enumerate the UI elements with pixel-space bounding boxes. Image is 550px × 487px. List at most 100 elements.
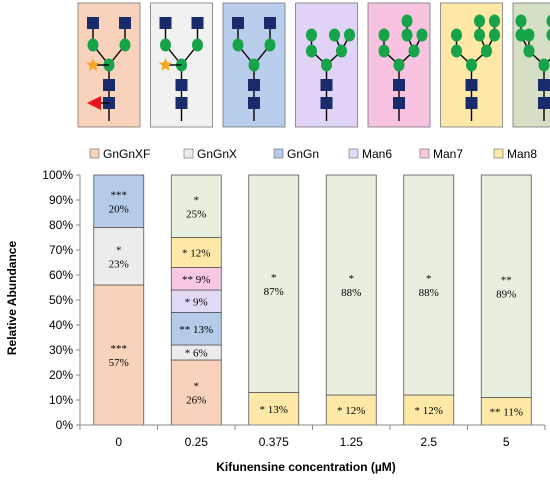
bar-segment-man9-4 bbox=[403, 174, 455, 396]
segment-percent-label: 25% bbox=[186, 208, 206, 220]
x-tick-label: 0 bbox=[115, 435, 122, 449]
segment-label: * 12% bbox=[337, 405, 365, 417]
glcnac-icon bbox=[191, 17, 204, 29]
segment-percent-label: 13% bbox=[190, 324, 213, 336]
segment-significance-label: *** bbox=[111, 189, 128, 201]
mannose-icon bbox=[451, 28, 462, 42]
bar-segment-gngnxf-0 bbox=[93, 284, 145, 426]
glcnac-icon bbox=[103, 79, 115, 91]
mannose-icon bbox=[401, 28, 413, 42]
segment-percent-label: 23% bbox=[109, 258, 129, 270]
mannose-icon bbox=[344, 28, 355, 42]
bar-segment-man8-2 bbox=[248, 392, 300, 426]
mannose-icon bbox=[481, 44, 492, 58]
segment-percent-label: 11% bbox=[500, 406, 523, 418]
x-tick-label: 0.25 bbox=[185, 435, 209, 449]
glcnac-icon bbox=[175, 97, 188, 109]
y-tick-label: 40% bbox=[49, 318, 73, 332]
segment-percent-label: 89% bbox=[496, 288, 516, 300]
x-tick-label: 2.5 bbox=[420, 435, 437, 449]
segment-percent-label: 12% bbox=[188, 248, 211, 260]
segment-percent-label: 88% bbox=[341, 287, 361, 299]
mannose-icon bbox=[546, 14, 550, 28]
segment-percent-label: 26% bbox=[186, 395, 206, 407]
bar-segment-man9-3 bbox=[325, 174, 377, 396]
segment-significance-label: * bbox=[271, 272, 277, 284]
glcnac-icon bbox=[159, 17, 172, 29]
segment-significance-label: * bbox=[194, 194, 200, 206]
y-tick-label: 80% bbox=[49, 218, 73, 232]
bar-segment-man9-5 bbox=[480, 174, 532, 398]
y-tick-label: 0% bbox=[56, 418, 74, 432]
mannose-icon bbox=[416, 28, 428, 42]
mannose-icon bbox=[466, 58, 477, 72]
mannose-icon bbox=[160, 38, 171, 52]
glcnac-icon bbox=[264, 17, 276, 29]
legend-swatch-gngn bbox=[273, 148, 284, 159]
y-tick-label: 60% bbox=[49, 268, 73, 282]
bar-segment-man9-2 bbox=[248, 174, 300, 393]
bar-segment-man8-3 bbox=[325, 394, 377, 426]
segment-label: * 12% bbox=[182, 248, 210, 260]
mannose-icon bbox=[523, 44, 535, 58]
mannose-icon bbox=[489, 28, 500, 42]
segment-significance-label: ** bbox=[489, 406, 500, 418]
mannose-icon bbox=[523, 28, 535, 42]
mannose-icon bbox=[248, 58, 260, 72]
segment-significance-label: * bbox=[337, 405, 343, 417]
legend-label-man8: Man8 bbox=[507, 147, 537, 161]
glycan-panel-man6 bbox=[295, 2, 358, 128]
segment-significance-label: * bbox=[182, 248, 188, 260]
mannose-icon bbox=[451, 44, 462, 58]
y-tick-label: 100% bbox=[42, 168, 73, 182]
glcnac-icon bbox=[393, 97, 405, 109]
glcnac-icon bbox=[119, 17, 131, 29]
glcnac-icon bbox=[538, 97, 550, 109]
segment-label: * 9% bbox=[185, 296, 208, 308]
legend-label-gngnxf: GnGnXF bbox=[103, 147, 150, 161]
y-tick-label: 30% bbox=[49, 343, 73, 357]
mannose-icon bbox=[232, 38, 244, 52]
legend-label-gngn: GnGn bbox=[287, 147, 319, 161]
mannose-icon bbox=[378, 44, 390, 58]
segment-percent-label: 9% bbox=[190, 296, 207, 308]
chart-legend: GnGnXFGnGnXGnGnMan6Man7Man8Man9 bbox=[89, 147, 537, 161]
segment-label: * 13% bbox=[260, 404, 288, 416]
mannose-icon bbox=[408, 44, 420, 58]
y-tick-label: 50% bbox=[49, 293, 73, 307]
segment-significance-label: * bbox=[415, 405, 421, 417]
stacked-bar-plot: ***57%*23%***20%*26%* 6%** 13%* 9%** 9%*… bbox=[93, 174, 532, 426]
glcnac-icon bbox=[393, 79, 405, 91]
glycan-panel-man8 bbox=[440, 2, 503, 128]
segment-label: * 6% bbox=[185, 348, 208, 360]
legend-swatch-man6 bbox=[348, 148, 359, 159]
segment-percent-label: 20% bbox=[109, 203, 129, 215]
glycan-panel-gngnx bbox=[150, 2, 213, 128]
x-tick-label: 5 bbox=[503, 435, 510, 449]
xylose-icon bbox=[86, 58, 100, 71]
mannose-icon bbox=[474, 14, 485, 28]
x-axis-title: Kifunensine concentration (µM) bbox=[216, 460, 396, 474]
bar-segment-gngn-0 bbox=[93, 174, 145, 228]
fucose-icon bbox=[87, 96, 101, 110]
segment-label: * 12% bbox=[415, 405, 443, 417]
segment-significance-label: * bbox=[194, 381, 200, 393]
y-tick-label: 10% bbox=[49, 393, 73, 407]
bar-segment-man9-1 bbox=[170, 174, 222, 238]
segment-label: ** 13% bbox=[179, 324, 213, 336]
glycan-panel-man9 bbox=[512, 2, 550, 128]
mannose-icon bbox=[321, 58, 332, 72]
segment-percent-label: 13% bbox=[265, 404, 288, 416]
glycan-panel-man7 bbox=[367, 2, 431, 128]
mannose-icon bbox=[192, 38, 203, 52]
legend-label-man7: Man7 bbox=[433, 147, 463, 161]
chart-axes: 0 0.25 0.375 1.25 2.5 50%10%20%30%40%50%60%70… bbox=[42, 168, 546, 449]
x-tick-label: 0.375 bbox=[259, 435, 289, 449]
glcnac-icon bbox=[248, 79, 260, 91]
legend-swatch-man7 bbox=[419, 148, 430, 159]
mannose-icon bbox=[329, 28, 340, 42]
mannose-icon bbox=[401, 14, 413, 28]
mannose-icon bbox=[538, 58, 550, 72]
segment-percent-label: 57% bbox=[109, 357, 129, 369]
